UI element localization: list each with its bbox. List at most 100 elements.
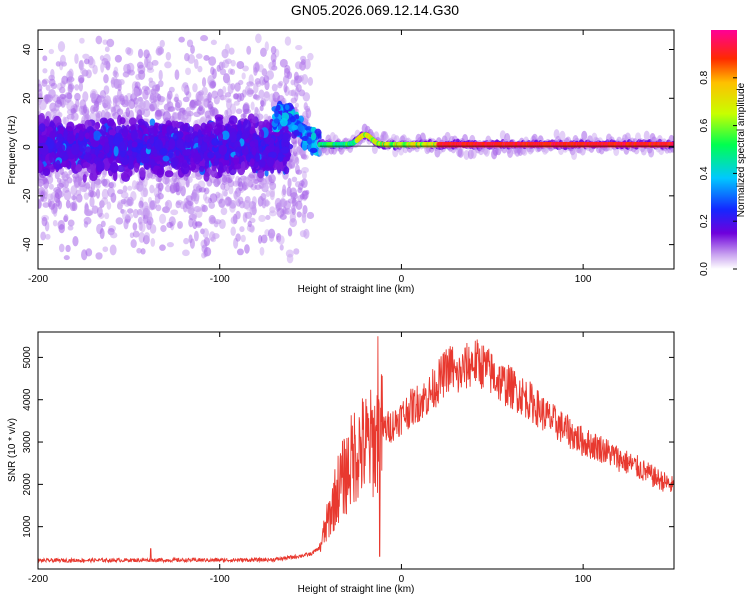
spectrogram-cell	[291, 124, 298, 131]
spectrogram-cell	[275, 104, 281, 111]
colorbar-tick-label: 0.8	[699, 70, 710, 84]
spectrogram-y-tick-label: 40	[22, 44, 33, 56]
spectrogram-cell	[140, 248, 146, 255]
spectrogram-cell	[114, 125, 123, 135]
spectrogram-cell	[67, 132, 75, 144]
spectrogram-cell	[260, 234, 268, 244]
spectrogram-cell	[301, 141, 308, 151]
spectrogram-cell	[100, 220, 106, 228]
spectrogram-cell	[143, 49, 150, 59]
spectrogram-cell	[74, 84, 80, 91]
spectrogram-cell	[201, 77, 207, 88]
spectrogram-cell	[105, 99, 112, 106]
spectrogram-cell	[249, 158, 255, 167]
spectrogram-cell	[251, 146, 257, 156]
spectrogram-cell	[109, 244, 117, 256]
spectrogram-cell	[159, 244, 166, 251]
spectrogram-cell	[239, 92, 245, 102]
spectrogram-cell	[233, 93, 240, 100]
spectrogram-cell	[137, 48, 144, 59]
spectrogram-cell	[107, 187, 115, 198]
spectrogram-cell	[272, 91, 280, 103]
spectrogram-cell	[463, 149, 470, 160]
spectrogram-cell	[178, 176, 186, 188]
spectrogram-cell	[264, 169, 269, 177]
spectrogram-cell	[108, 135, 115, 148]
spectrogram-cell	[295, 45, 303, 51]
snr-y-tick-label: 3000	[22, 430, 33, 453]
spectrogram-cell	[99, 135, 105, 146]
spectrogram-cell	[306, 211, 315, 220]
spectrogram-cell	[184, 53, 190, 62]
spectrogram-cell	[155, 204, 162, 212]
spectrogram-cell	[164, 61, 172, 69]
spectrogram-cell	[125, 99, 131, 107]
snr-series-line	[38, 336, 674, 564]
spectrogram-cell	[228, 115, 238, 125]
spectrogram-cell	[160, 224, 167, 233]
spectrogram-cell	[62, 187, 70, 193]
spectrogram-cell	[254, 94, 261, 101]
spectrogram-cell	[131, 87, 140, 97]
spectrogram-cell	[54, 171, 60, 180]
spectrogram-cell	[264, 198, 270, 208]
spectrogram-cell	[112, 97, 118, 108]
spectrogram-cell	[58, 224, 65, 234]
spectrogram-cell	[193, 193, 200, 205]
spectrogram-cell	[135, 73, 142, 81]
spectrogram-cell	[268, 61, 276, 71]
spectrogram-cell	[166, 93, 172, 105]
snr-y-tick-label: 5000	[22, 346, 33, 369]
spectrogram-cell	[242, 119, 251, 132]
spectrogram-cell	[83, 58, 90, 65]
spectrogram-y-tick-label: -20	[22, 188, 33, 203]
spectrogram-cell	[271, 83, 278, 92]
spectrogram-cell	[114, 54, 122, 63]
spectrogram-cell	[259, 105, 264, 112]
spectrogram-cell	[92, 106, 99, 113]
spectrogram-cell	[50, 68, 55, 79]
spectrogram-cell	[244, 177, 253, 187]
spectrogram-cell	[74, 53, 79, 65]
spectrogram-cell	[259, 246, 265, 256]
spectrogram-cell	[183, 173, 189, 181]
spectrogram-cell	[281, 112, 290, 121]
spectrogram-cell	[158, 69, 163, 81]
spectrogram-cell	[249, 140, 256, 148]
spectrogram-cell	[191, 172, 196, 179]
spectrogram-cell	[166, 242, 174, 248]
spectrogram-cell	[69, 201, 76, 212]
spectrogram-cell	[168, 86, 175, 93]
spectrogram-cell	[224, 43, 230, 54]
spectrogram-cell	[77, 175, 82, 186]
spectrogram-cell	[106, 118, 115, 127]
spectrogram-cell	[140, 187, 148, 198]
spectrogram-cell	[149, 118, 156, 127]
spectrogram-cell	[302, 170, 307, 180]
spectrogram-cell	[129, 124, 136, 131]
spectrogram-cell	[226, 99, 232, 110]
spectrogram-cell	[280, 146, 290, 154]
spectrogram-cell	[154, 139, 163, 151]
spectrogram-cell	[68, 169, 73, 176]
spectrogram-cell	[222, 85, 227, 94]
spectrogram-cell	[213, 157, 220, 166]
spectrogram-cell	[91, 205, 99, 214]
spectrogram-cell	[115, 217, 124, 225]
spectrogram-cell	[224, 92, 232, 98]
spectrogram-cell	[234, 193, 239, 203]
spectrogram-cell	[230, 226, 236, 237]
spectrogram-x-tick-label: 100	[575, 274, 592, 285]
spectrogram-cell	[38, 123, 46, 132]
spectrogram-cell	[648, 147, 655, 158]
spectrogram-cell	[84, 207, 90, 217]
spectrogram-cell	[300, 59, 306, 65]
spectrogram-cell	[159, 39, 165, 48]
spectrogram-cell	[159, 213, 167, 224]
spectrogram-cell	[45, 84, 51, 91]
spectrogram-cell	[253, 82, 259, 94]
spectrogram-cell	[559, 130, 566, 141]
spectrogram-y-tick-label: -40	[22, 237, 33, 252]
spectrogram-cell	[289, 187, 298, 199]
spectrogram-cell	[45, 94, 54, 103]
